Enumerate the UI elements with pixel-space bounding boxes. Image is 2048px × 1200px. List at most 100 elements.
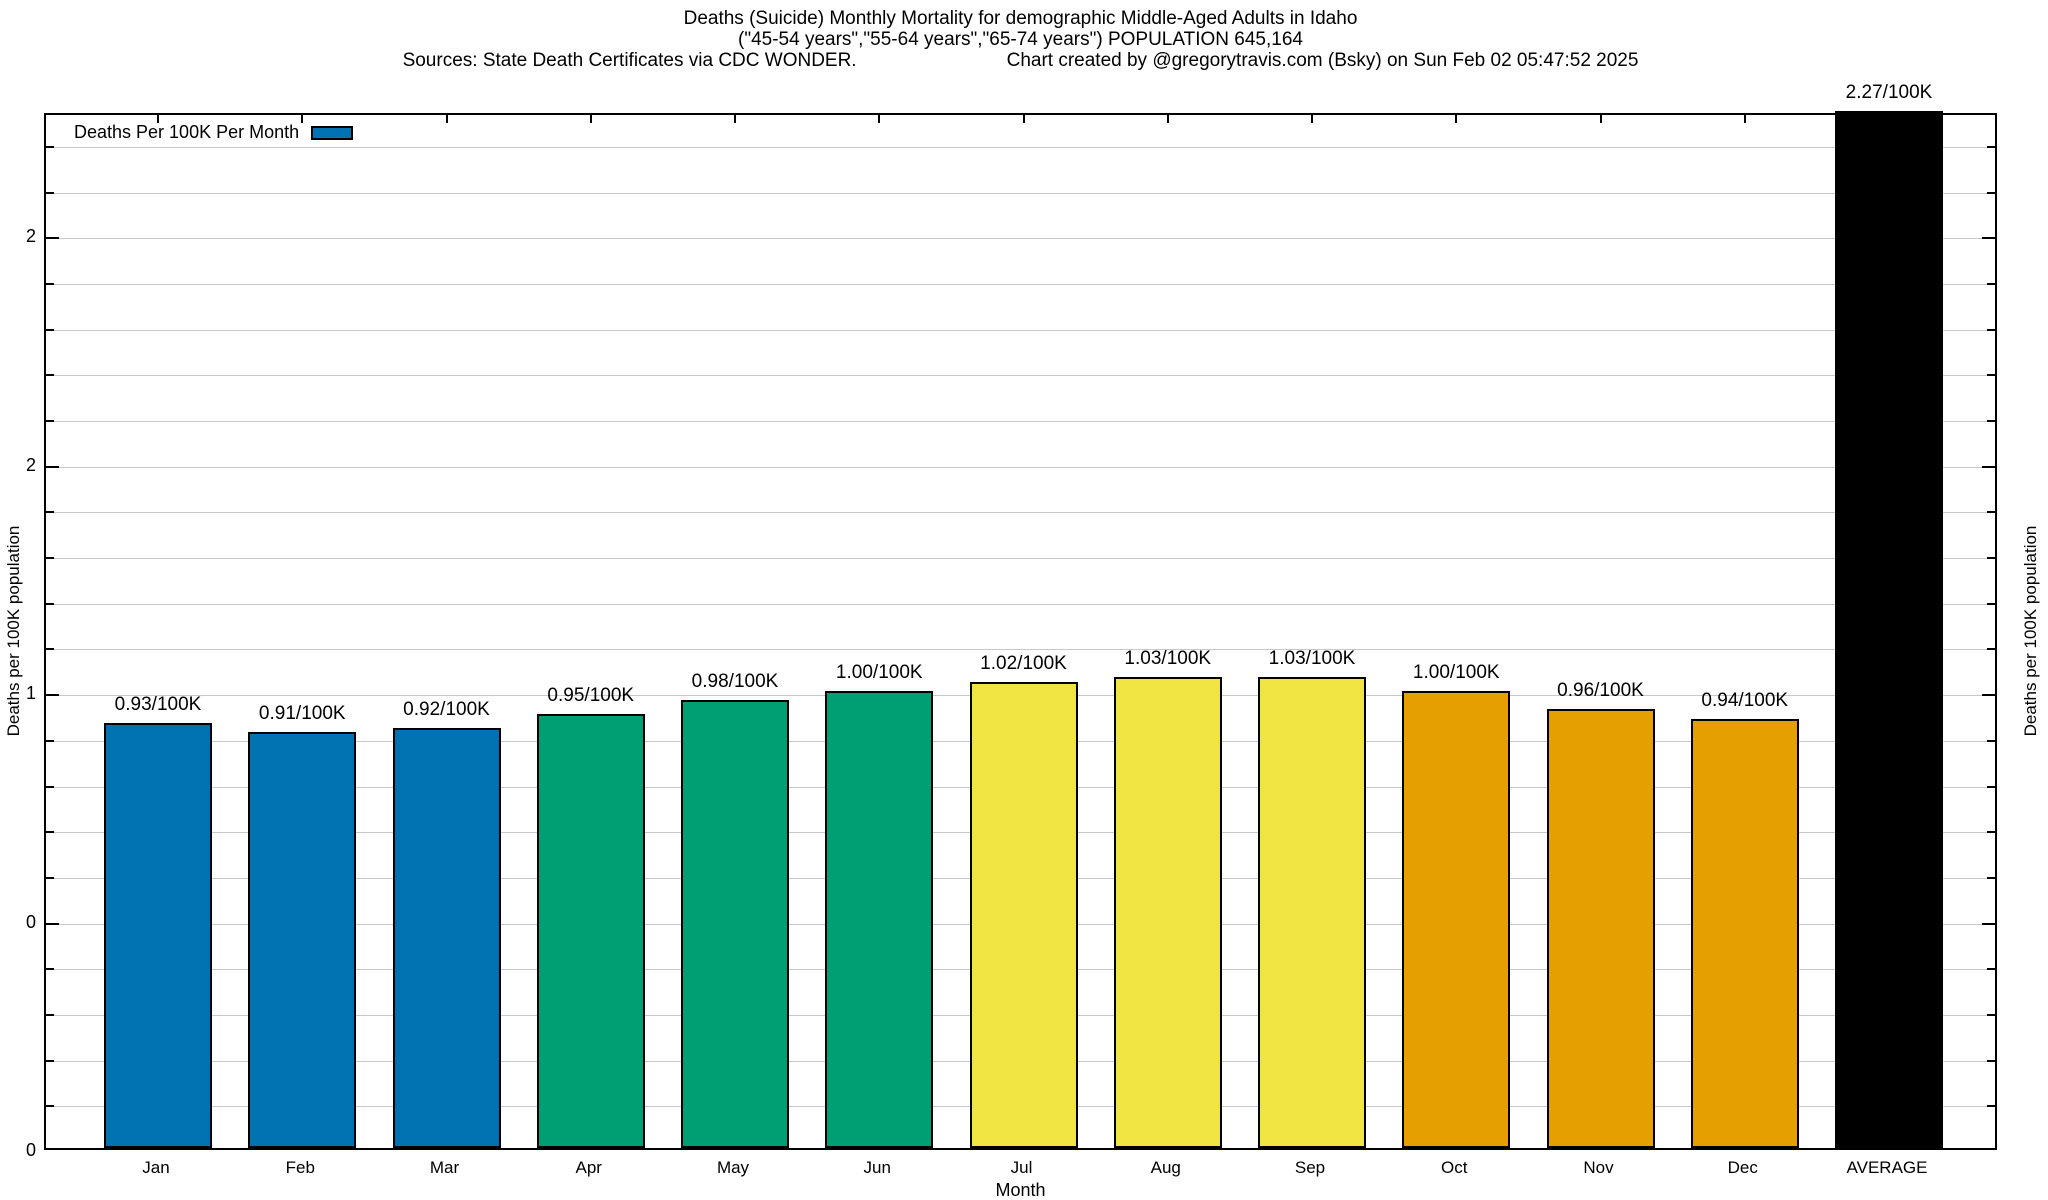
bar-feb: [248, 732, 357, 1148]
left-axis-tick: [46, 831, 54, 834]
left-axis-tick: [46, 1105, 54, 1108]
x-tick-label-oct: Oct: [1441, 1158, 1468, 1177]
right-axis-tick: [1982, 465, 1995, 468]
left-axis-tick: [46, 145, 54, 148]
left-axis-tick: [46, 1059, 54, 1062]
bar-average: [1835, 111, 1943, 1148]
x-tick-label-jan: Jan: [142, 1158, 170, 1177]
x-tick-label-sep: Sep: [1294, 1158, 1326, 1177]
bar-mar: [392, 727, 501, 1148]
bar-may: [681, 700, 789, 1148]
x-axis-label: Month: [995, 1180, 1046, 1200]
y-tick-label: 1: [25, 683, 36, 704]
right-axis-tick: [1982, 237, 1995, 240]
left-axis-tick: [46, 557, 54, 560]
plot-area: 0.93/100K 0.91/100K 0.92/100K 0.95/100K 0.98…: [44, 82, 1997, 1150]
top-axis-tick: [1599, 115, 1602, 123]
left-axis-tick: [46, 739, 54, 742]
bar-value-label-average: 2.27/100K: [1845, 82, 1933, 103]
x-tick-label-feb: Feb: [285, 1158, 315, 1177]
bar-jul: [969, 682, 1078, 1148]
right-axis-tick: [1987, 1013, 1995, 1016]
title-line-1: Deaths (Suicide) Monthly Mortality for d…: [683, 8, 1358, 29]
gridline: [46, 558, 1995, 560]
bar-value-label-jun: 1.00/100K: [835, 662, 923, 684]
right-axis-tick: [1987, 602, 1995, 605]
gridline: [46, 466, 1995, 468]
right-axis-tick: [1987, 1059, 1995, 1062]
left-axis-tick: [46, 648, 54, 651]
left-axis-tick: [46, 1013, 54, 1016]
bar-value-label-apr: 0.95/100K: [547, 685, 635, 707]
right-axis-tick: [1987, 420, 1995, 423]
x-tick-label-aug: Aug: [1150, 1158, 1181, 1177]
bar-sep: [1258, 677, 1366, 1148]
left-axis-tick: [46, 283, 54, 286]
top-axis-tick: [445, 115, 448, 123]
gridline: [46, 284, 1995, 286]
title-line-2: ("45-54 years","55-64 years","65-74 year…: [738, 29, 1303, 50]
top-axis-tick: [589, 115, 592, 123]
left-axis-tick: [46, 968, 54, 971]
y-tick-label: 0: [25, 911, 36, 932]
right-axis-tick: [1982, 694, 1995, 697]
right-axis-tick: [1987, 191, 1995, 194]
left-axis-tick: [46, 237, 59, 240]
x-tick-label-nov: Nov: [1583, 1158, 1614, 1177]
right-axis-tick: [1987, 739, 1995, 742]
left-axis-tick: [46, 511, 54, 514]
top-axis-tick: [1743, 115, 1746, 123]
bar-nov: [1546, 709, 1655, 1148]
left-axis-tick: [46, 420, 54, 423]
title-credit: Chart created by @gregorytravis.com (Bsk…: [1006, 50, 1639, 71]
top-axis-tick: [157, 115, 159, 123]
right-axis-tick: [1987, 785, 1995, 788]
left-axis-tick: [46, 374, 54, 377]
bar-dec: [1690, 718, 1799, 1148]
top-axis-tick: [301, 115, 304, 123]
left-axis-tick: [46, 785, 54, 788]
bar-aug: [1113, 677, 1222, 1148]
right-axis-tick: [1987, 648, 1995, 651]
top-axis-tick: [1311, 115, 1313, 123]
x-tick-label-may: May: [716, 1158, 750, 1177]
bar-jan: [104, 723, 212, 1148]
top-axis-tick: [878, 115, 881, 123]
title-sources: Sources: State Death Certificates via CD…: [402, 50, 857, 71]
y-tick-label: 2: [25, 454, 36, 475]
right-axis-tick: [1987, 968, 1995, 971]
x-tick-label-dec: Dec: [1727, 1158, 1758, 1177]
bar-value-label-oct: 1.00/100K: [1412, 662, 1500, 684]
x-tick-label-average: AVERAGE: [1846, 1158, 1928, 1177]
gridline: [46, 375, 1995, 377]
right-axis-tick: [1987, 876, 1995, 879]
bar-apr: [536, 714, 645, 1148]
y-tick-label: 2: [25, 226, 36, 247]
left-axis-tick: [46, 465, 59, 468]
right-axis-tick: [1987, 511, 1995, 514]
chart-title-block: Deaths (Suicide) Monthly Mortality for d…: [44, 8, 1997, 71]
bar-value-label-feb: 0.91/100K: [258, 703, 346, 725]
bar-value-label-aug: 1.03/100K: [1124, 648, 1212, 670]
top-axis-tick: [1022, 115, 1025, 123]
legend-swatch: [311, 125, 354, 140]
title-line-3: Sources: State Death Certificates via CD…: [44, 50, 1997, 71]
right-axis-tick: [1987, 557, 1995, 560]
gridline: [46, 238, 1995, 240]
bar-value-label-jan: 0.93/100K: [114, 694, 202, 716]
right-axis-tick: [1982, 922, 1995, 925]
x-tick-label-jul: Jul: [1010, 1158, 1033, 1177]
left-axis-tick: [46, 922, 59, 925]
y-tick-label: 0: [25, 1140, 36, 1160]
bar-oct: [1402, 691, 1511, 1148]
bar-jun: [825, 691, 934, 1148]
right-axis-tick: [1987, 831, 1995, 834]
y-axis-label-right: Deaths per 100K population: [2021, 525, 2040, 737]
gridline: [46, 329, 1995, 331]
gridline: [46, 421, 1995, 423]
left-axis-tick: [46, 602, 54, 605]
left-axis-tick: [46, 191, 54, 194]
bar-value-label-jul: 1.02/100K: [980, 653, 1067, 675]
y-axis-label-left: Deaths per 100K population: [4, 525, 23, 737]
left-axis-tick: [46, 328, 54, 331]
